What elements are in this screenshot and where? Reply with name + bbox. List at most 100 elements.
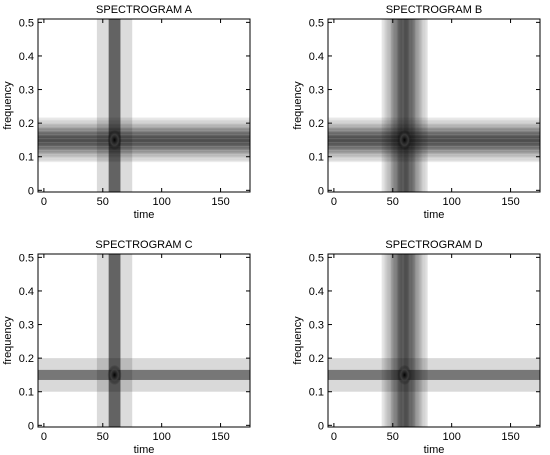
- x-tick-label: 150: [211, 431, 229, 443]
- frequency-band: [38, 369, 250, 380]
- time-band-strip: [385, 19, 387, 192]
- frequency-band-strip: [328, 148, 540, 151]
- frequency-band-strip: [328, 138, 540, 141]
- frequency-band-strip: [38, 133, 250, 136]
- frequency-band-strip: [38, 117, 250, 120]
- frequency-band-strip: [38, 130, 250, 133]
- axes-frame: [37, 253, 251, 428]
- frequency-band-strip: [328, 156, 540, 159]
- time-band-strip: [396, 254, 399, 427]
- frequency-band-strip: [328, 137, 540, 140]
- time-band-strip: [420, 254, 423, 427]
- time-band-strip: [386, 19, 388, 192]
- frequency-band-strip: [328, 151, 540, 153]
- time-band-strip: [414, 19, 417, 192]
- frequency-band-strip: [38, 149, 250, 152]
- time-band-strip: [403, 19, 406, 192]
- y-tick-label: 0.5: [19, 252, 34, 264]
- time-band-strip: [406, 254, 408, 427]
- time-band-strip: [400, 19, 403, 192]
- time-band-strip: [392, 254, 394, 427]
- y-tick-label: 0.5: [309, 17, 324, 29]
- x-tick-label: 50: [97, 196, 109, 208]
- time-band-strip: [389, 19, 392, 192]
- frequency-band-strip: [328, 155, 540, 157]
- x-tick-label: 0: [41, 431, 47, 443]
- time-band-strip: [416, 19, 419, 192]
- time-band-strip: [385, 254, 387, 427]
- frequency-band-strip: [328, 160, 540, 163]
- heatmap-image: [38, 19, 250, 192]
- y-axis-label: frequency: [292, 81, 304, 130]
- frequency-band-strip: [38, 155, 250, 157]
- time-band-strip: [416, 254, 419, 427]
- time-band-strip: [415, 19, 418, 192]
- x-tick-label: 150: [501, 196, 519, 208]
- frequency-band-strip: [328, 122, 540, 125]
- chart-title: SPECTROGRAM B: [386, 4, 483, 16]
- time-band-strip: [425, 19, 427, 192]
- frequency-band-strip: [328, 124, 540, 126]
- chart-title: SPECTROGRAM A: [96, 4, 193, 16]
- axes-frame: [327, 18, 541, 193]
- x-tick-label: 150: [211, 196, 229, 208]
- time-band-strip: [411, 254, 413, 427]
- time-band-strip: [413, 254, 415, 427]
- x-tick-label: 100: [442, 431, 460, 443]
- frequency-band: [328, 369, 540, 380]
- frequency-band-strip: [328, 129, 540, 132]
- time-band-strip: [388, 254, 391, 427]
- frequency-band-strip: [38, 148, 250, 151]
- time-band-strip: [381, 254, 384, 427]
- plot-area: [328, 254, 540, 427]
- axes-frame: [37, 18, 251, 193]
- x-axis-label: time: [134, 444, 155, 455]
- y-axis-label: frequency: [2, 81, 14, 130]
- frequency-band-strip: [328, 159, 540, 161]
- spectrogram-panel: 0 50 100 150 0 0.1 0.2 0.3 0.4 0.5 SPECTROGRAM C ti…: [2, 239, 251, 455]
- time-band: [108, 254, 121, 427]
- heatmap-image: [328, 19, 540, 192]
- y-tick-label: 0.3: [19, 85, 34, 97]
- time-band-strip: [414, 254, 417, 427]
- time-band-strip: [402, 19, 405, 192]
- y-tick-label: 0.2: [309, 353, 324, 365]
- spectrogram-panel: 0 50 100 150 0 0.1 0.2 0.3 0.4 0.5 SPECTROGRAM A ti…: [2, 4, 251, 221]
- time-band-strip: [383, 254, 386, 427]
- frequency-band-strip: [328, 128, 540, 130]
- y-tick-label: 0: [28, 420, 34, 432]
- frequency-band-strip: [38, 136, 250, 138]
- time-band-strip: [423, 19, 426, 192]
- frequency-band-strip: [38, 157, 250, 160]
- frequency-band-strip: [328, 120, 540, 122]
- frequency-band-strip: [38, 142, 250, 145]
- frequency-band-strip: [328, 144, 540, 147]
- frequency-band-strip: [328, 149, 540, 152]
- time-band-strip: [415, 254, 418, 427]
- frequency-band-strip: [38, 137, 250, 140]
- peak-marker: [107, 364, 122, 386]
- time-band-strip: [401, 254, 404, 427]
- frequency-band-strip: [328, 145, 540, 148]
- time-band-strip: [392, 19, 394, 192]
- frequency-band-strip: [38, 125, 250, 128]
- frequency-band-strip: [328, 153, 540, 156]
- time-band-strip: [382, 19, 385, 192]
- y-tick-label: 0: [28, 185, 34, 197]
- time-band-strip: [394, 19, 397, 192]
- time-band-strip: [405, 19, 407, 192]
- frequency-band-strip: [38, 126, 250, 129]
- frequency-band-strip: [328, 121, 540, 124]
- y-tick-label: 0.1: [309, 152, 324, 164]
- frequency-band-strip: [328, 140, 540, 143]
- time-band-strip: [418, 254, 420, 427]
- time-band-strip: [393, 254, 395, 427]
- frequency-band-strip: [328, 125, 540, 128]
- time-band-strip: [422, 254, 425, 427]
- frequency-band-strip: [38, 160, 250, 163]
- time-band-strip: [383, 19, 386, 192]
- y-tick-label: 0.2: [309, 118, 324, 130]
- time-band-strip: [413, 19, 415, 192]
- time-band-strip: [396, 19, 399, 192]
- time-band-strip: [421, 19, 424, 192]
